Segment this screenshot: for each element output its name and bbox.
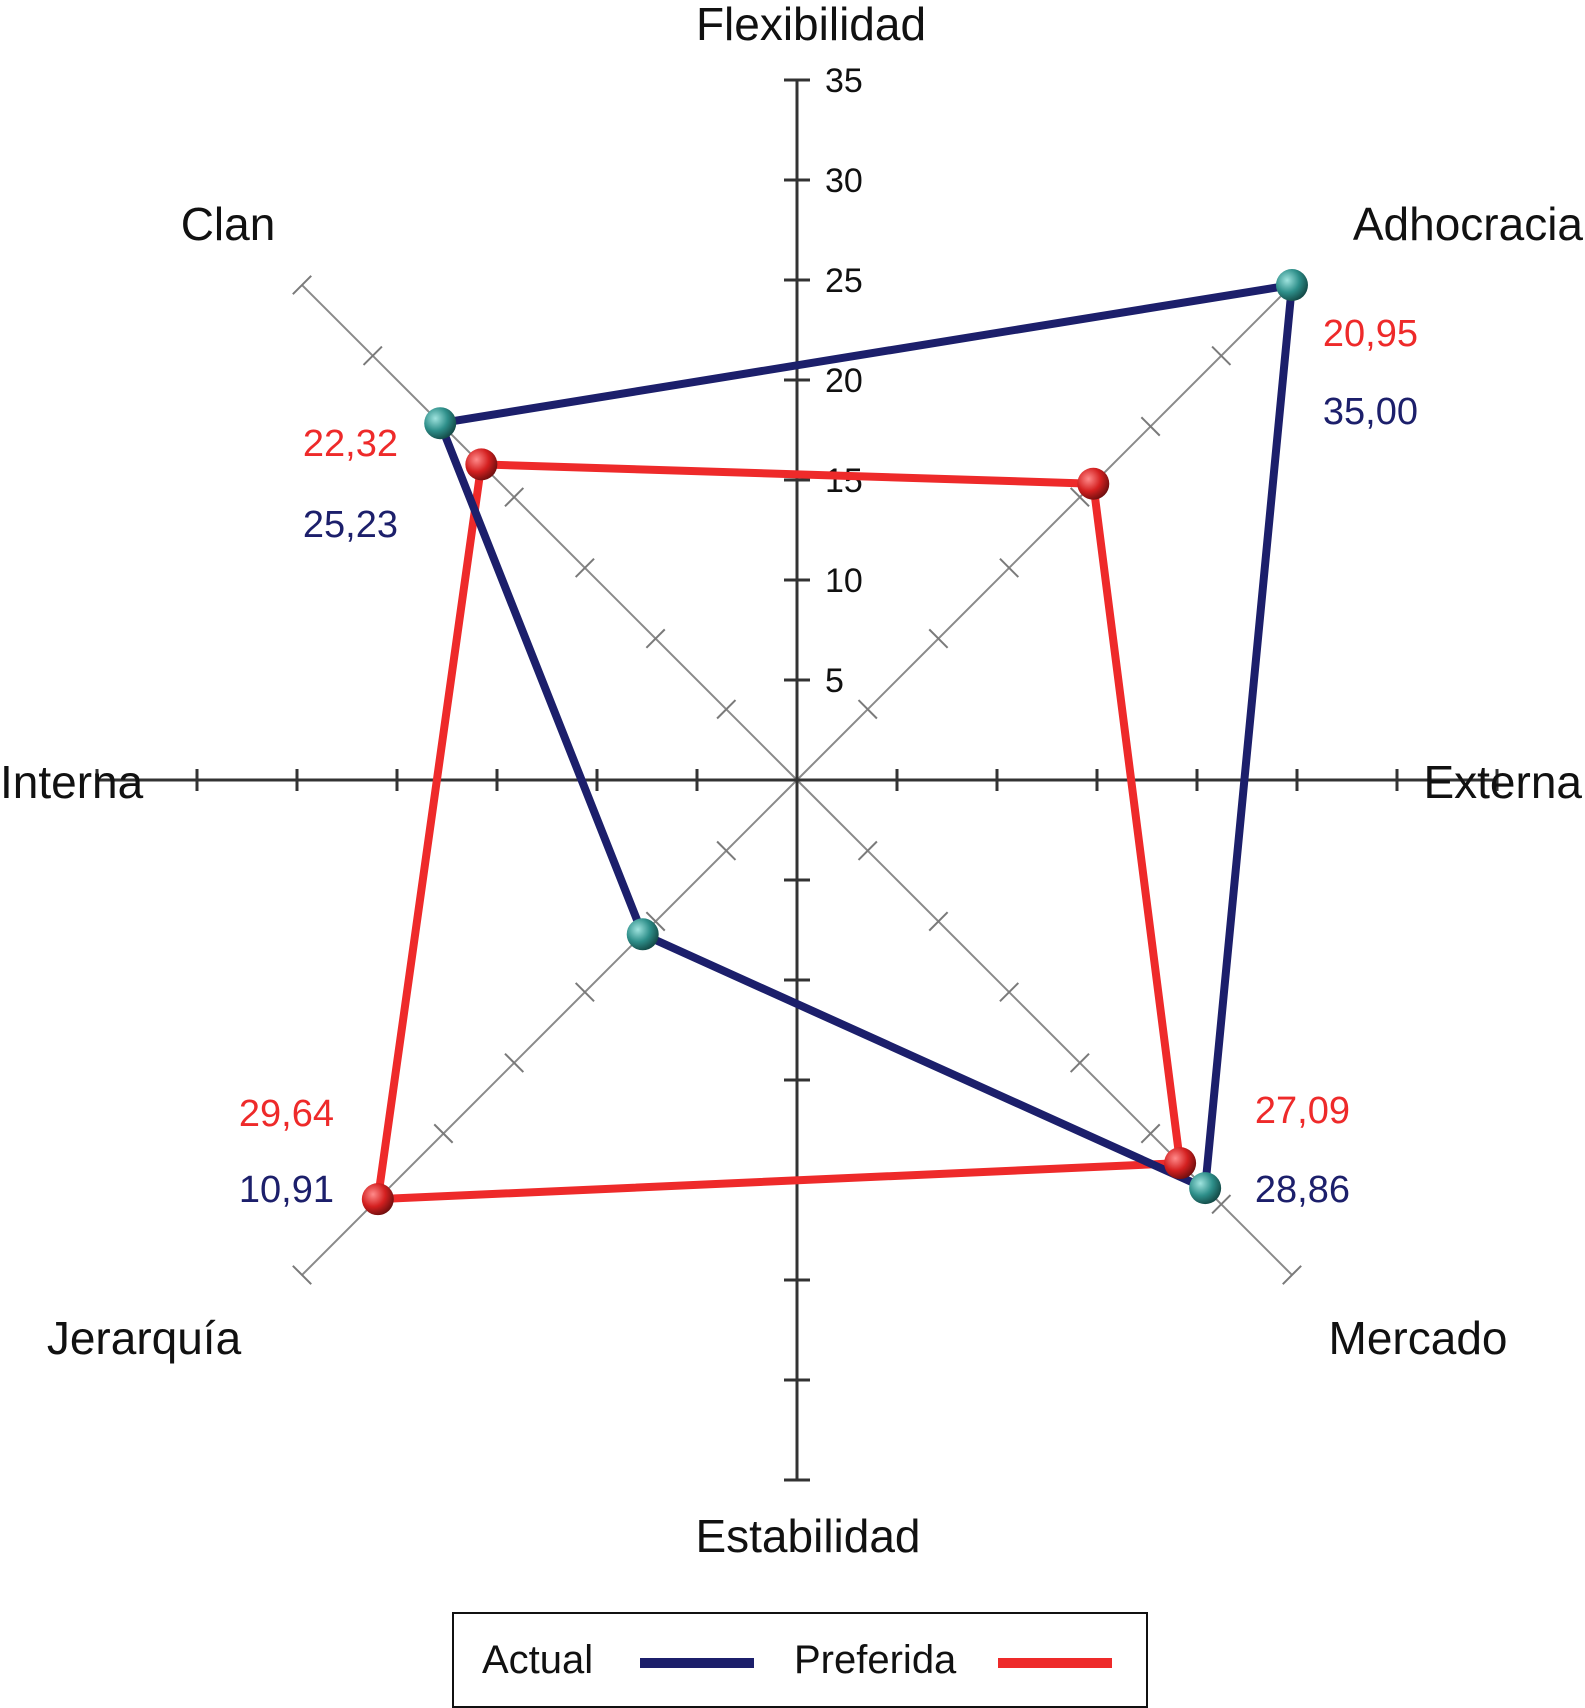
marker-preferida-clan bbox=[465, 448, 498, 481]
diagonal-tick-adhocracia bbox=[1211, 345, 1232, 366]
diagonal-tick-clan bbox=[504, 487, 525, 508]
axis-titles: Flexibilidad Estabilidad Interna Externa… bbox=[0, 0, 1583, 1562]
marker-actual-clan bbox=[424, 407, 457, 440]
marker-preferida-jerarquia bbox=[361, 1183, 394, 1216]
diagonal-axis-clan bbox=[301, 284, 798, 781]
value-label-preferida-adhocracia: 20,95 bbox=[1323, 313, 1418, 355]
diagonal-tick-clan bbox=[645, 628, 666, 649]
legend-swatch-preferida bbox=[998, 1658, 1112, 1668]
tick-label-20: 20 bbox=[825, 362, 863, 400]
value-label-actual-adhocracia: 35,00 bbox=[1323, 391, 1418, 433]
diagonal-tick-clan bbox=[362, 345, 383, 366]
diagonal-tick-clan bbox=[574, 557, 595, 578]
diagonal-tick-mercado bbox=[1140, 1123, 1161, 1144]
marker-preferida-adhocracia bbox=[1077, 467, 1110, 500]
diagonal-tick-jerarquia bbox=[645, 911, 666, 932]
tick-label-30: 30 bbox=[825, 162, 863, 200]
diagonal-tick-mercado bbox=[1211, 1194, 1232, 1215]
category-label-clan: Clan bbox=[181, 198, 276, 250]
tick-label-5: 5 bbox=[825, 662, 844, 700]
legend-item-preferida: Preferida bbox=[794, 1614, 1150, 1706]
value-label-preferida-mercado: 27,09 bbox=[1255, 1090, 1350, 1132]
value-label-preferida-jerarquia: 29,64 bbox=[239, 1093, 334, 1135]
axis-title-estabilidad: Estabilidad bbox=[695, 1510, 920, 1562]
value-labels: 22,32 25,23 20,95 35,00 27,09 28,86 29,6… bbox=[239, 313, 1418, 1211]
diagonal-tick-clan bbox=[716, 699, 737, 720]
legend: Actual Preferida bbox=[452, 1612, 1148, 1708]
axes-group: 5 10 15 20 25 30 35 bbox=[95, 62, 1499, 1482]
marker-actual-adhocracia bbox=[1275, 269, 1308, 302]
legend-item-actual: Actual bbox=[454, 1614, 794, 1706]
marker-actual-mercado bbox=[1189, 1172, 1222, 1205]
series-markers bbox=[361, 269, 1308, 1216]
diagonal-tick-adhocracia bbox=[1069, 487, 1090, 508]
tick-label-35: 35 bbox=[825, 62, 863, 100]
axis-title-flexibilidad: Flexibilidad bbox=[696, 0, 926, 50]
diagonal-tick-jerarquia bbox=[574, 982, 595, 1003]
marker-actual-jerarquia bbox=[626, 918, 659, 951]
diagonal-tick-jerarquia bbox=[716, 840, 737, 861]
tick-label-10: 10 bbox=[825, 562, 863, 600]
legend-label-preferida: Preferida bbox=[794, 1638, 957, 1682]
diagonal-tick-jerarquia bbox=[292, 1265, 312, 1285]
diagonal-tick-mercado bbox=[857, 840, 878, 861]
diagonal-tick-mercado bbox=[999, 982, 1020, 1003]
tick-label-25: 25 bbox=[825, 262, 863, 300]
diagonal-tick-jerarquia bbox=[433, 1123, 454, 1144]
diagonal-tick-clan bbox=[292, 275, 312, 295]
diagonal-tick-adhocracia bbox=[999, 557, 1020, 578]
legend-label-actual: Actual bbox=[482, 1638, 594, 1682]
diagonal-tick-adhocracia bbox=[1140, 416, 1161, 437]
diagonal-axis-adhocracia bbox=[796, 284, 1293, 781]
category-label-mercado: Mercado bbox=[1329, 1312, 1508, 1364]
value-label-actual-jerarquia: 10,91 bbox=[239, 1169, 334, 1211]
diagonal-tick-mercado bbox=[1069, 1052, 1090, 1073]
diagonal-tick-jerarquia bbox=[504, 1052, 525, 1073]
tick-label-15: 15 bbox=[825, 462, 863, 500]
value-label-actual-clan: 25,23 bbox=[303, 504, 398, 546]
value-label-preferida-clan: 22,32 bbox=[303, 423, 398, 465]
axis-title-externa: Externa bbox=[1423, 756, 1582, 808]
category-label-jerarquia: Jerarquía bbox=[47, 1312, 242, 1364]
diagonal-tick-mercado bbox=[1282, 1265, 1302, 1285]
axis-title-interna: Interna bbox=[0, 756, 144, 808]
value-label-actual-mercado: 28,86 bbox=[1255, 1169, 1350, 1211]
category-label-adhocracia: Adhocracia bbox=[1353, 198, 1584, 250]
marker-preferida-mercado bbox=[1164, 1147, 1197, 1180]
diagonal-tick-adhocracia bbox=[857, 699, 878, 720]
legend-swatch-actual bbox=[640, 1658, 754, 1668]
diagonal-tick-adhocracia bbox=[928, 628, 949, 649]
diagonal-tick-mercado bbox=[928, 911, 949, 932]
